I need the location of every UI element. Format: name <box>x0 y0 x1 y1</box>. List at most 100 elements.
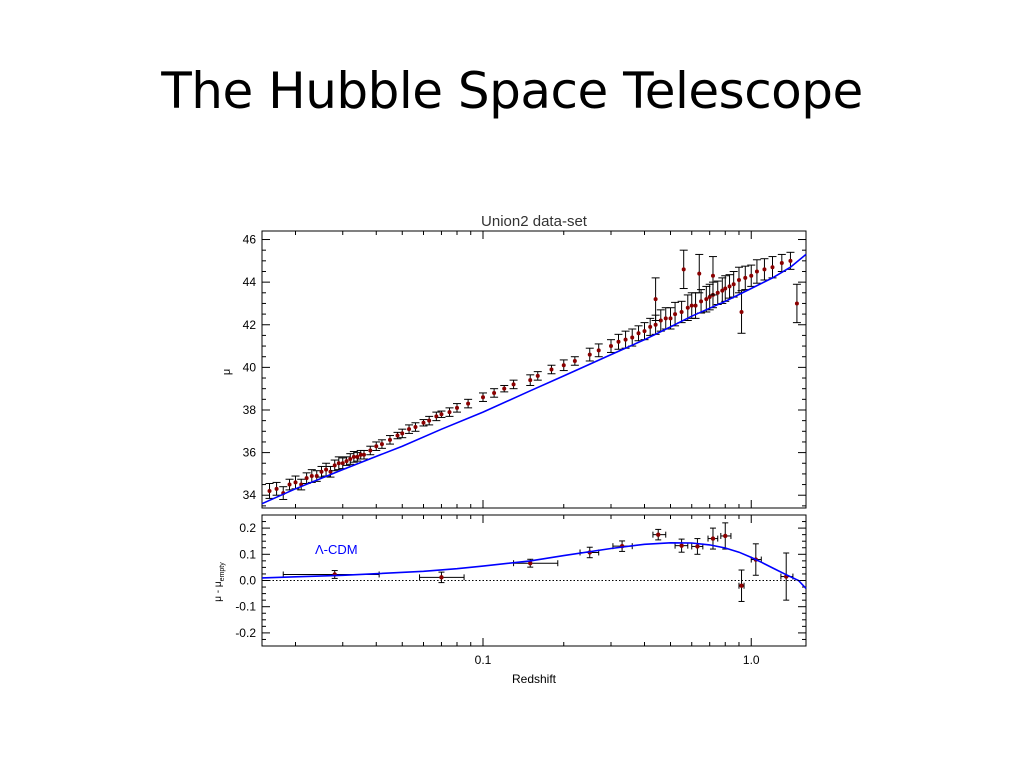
y-tick-label: 0.0 <box>239 574 256 588</box>
data-point <box>681 267 686 272</box>
data-point <box>340 461 345 466</box>
data-point <box>413 425 418 430</box>
plot-frame <box>261 230 807 509</box>
data-point <box>572 358 577 363</box>
data-point <box>481 395 486 400</box>
data-point <box>549 367 554 372</box>
x-axis-label: Redshift <box>512 672 557 686</box>
distance-modulus-panel: 34 36 38 40 42 44 46 <box>243 230 807 509</box>
data-point <box>693 303 698 308</box>
binned-point <box>710 536 716 541</box>
data-point <box>648 324 653 329</box>
data-point <box>395 433 400 438</box>
data-point <box>630 335 635 340</box>
data-point <box>720 288 725 293</box>
data-point <box>455 405 460 410</box>
data-point <box>351 454 356 459</box>
y-tick-label: 0.1 <box>239 547 256 561</box>
data-point <box>561 363 566 368</box>
data-point <box>779 260 784 265</box>
y-tick-label: 38 <box>243 403 257 417</box>
binned-point <box>439 575 444 580</box>
y-tick-label: 0.2 <box>239 521 256 535</box>
data-point <box>731 282 736 287</box>
data-point <box>387 437 392 442</box>
binned-point <box>528 561 533 566</box>
binned-point <box>656 532 661 537</box>
y-axis-label: μ <box>221 369 233 375</box>
data-point <box>400 431 405 436</box>
slide-title: The Hubble Space Telescope <box>161 62 863 120</box>
data-point <box>502 386 507 391</box>
data-point <box>736 278 741 283</box>
data-point <box>511 382 516 387</box>
y-tick-label: 36 <box>243 446 257 460</box>
data-point <box>287 482 292 487</box>
data-point <box>715 290 720 295</box>
data-point <box>663 316 668 321</box>
residual-y-axis-label-main: μ - μ <box>213 581 224 602</box>
data-point <box>749 273 754 278</box>
data-point <box>636 331 641 336</box>
data-point <box>689 303 694 308</box>
data-point <box>368 448 373 453</box>
data-point <box>332 463 337 468</box>
residual-y-axis-label: μ - μempty <box>213 562 226 602</box>
y-tick-label: 46 <box>243 233 257 247</box>
data-point <box>596 348 601 353</box>
data-point <box>668 316 673 321</box>
residual-panel: 0.1 1.0 0.2 0.1 0.0 -0.1 -0.2 <box>235 514 807 667</box>
data-point <box>267 488 272 493</box>
data-point <box>697 271 702 276</box>
lcdm-annotation: Λ-CDM <box>315 542 358 557</box>
data-point <box>466 401 471 406</box>
data-point <box>653 322 658 327</box>
data-point <box>439 412 444 417</box>
chart-title: Union2 data-set <box>481 213 588 230</box>
data-point <box>492 390 497 395</box>
data-point <box>739 309 744 314</box>
data-point <box>336 461 341 466</box>
data-point <box>309 474 314 479</box>
data-point <box>324 467 329 472</box>
data-point <box>374 444 379 449</box>
data-point <box>344 459 349 464</box>
binned-point <box>739 583 744 588</box>
model-curve <box>261 541 807 589</box>
y-tick-label: -0.1 <box>235 600 256 614</box>
data-point <box>608 344 613 349</box>
data-point <box>528 378 533 383</box>
binned-point <box>695 544 700 549</box>
y-tick-label: 42 <box>243 318 257 332</box>
residual-y-axis-label-sub: empty <box>219 562 226 582</box>
y-tick-label: 34 <box>243 488 257 502</box>
data-point <box>685 305 690 310</box>
data-point <box>704 297 709 302</box>
data-point <box>723 286 728 291</box>
data-point <box>447 410 452 415</box>
binned-point <box>723 533 728 539</box>
data-point <box>679 309 684 314</box>
data-point <box>407 427 412 432</box>
x-tick-label: 0.1 <box>475 653 492 667</box>
data-point <box>587 352 592 357</box>
data-point <box>379 442 384 447</box>
data-point <box>293 480 298 485</box>
data-point <box>653 297 658 302</box>
data-point <box>658 318 663 323</box>
data-point <box>727 284 732 289</box>
data-point <box>788 258 793 263</box>
data-point <box>358 452 363 457</box>
data-point <box>361 452 366 457</box>
data-point <box>770 265 775 270</box>
data-point <box>355 454 360 459</box>
data-point <box>616 339 621 344</box>
data-point <box>762 267 767 272</box>
data-point <box>642 329 647 334</box>
data-point <box>427 418 432 423</box>
y-tick-label: -0.2 <box>235 626 256 640</box>
data-point <box>794 301 799 306</box>
data-point <box>707 295 712 300</box>
data-point <box>304 476 309 481</box>
